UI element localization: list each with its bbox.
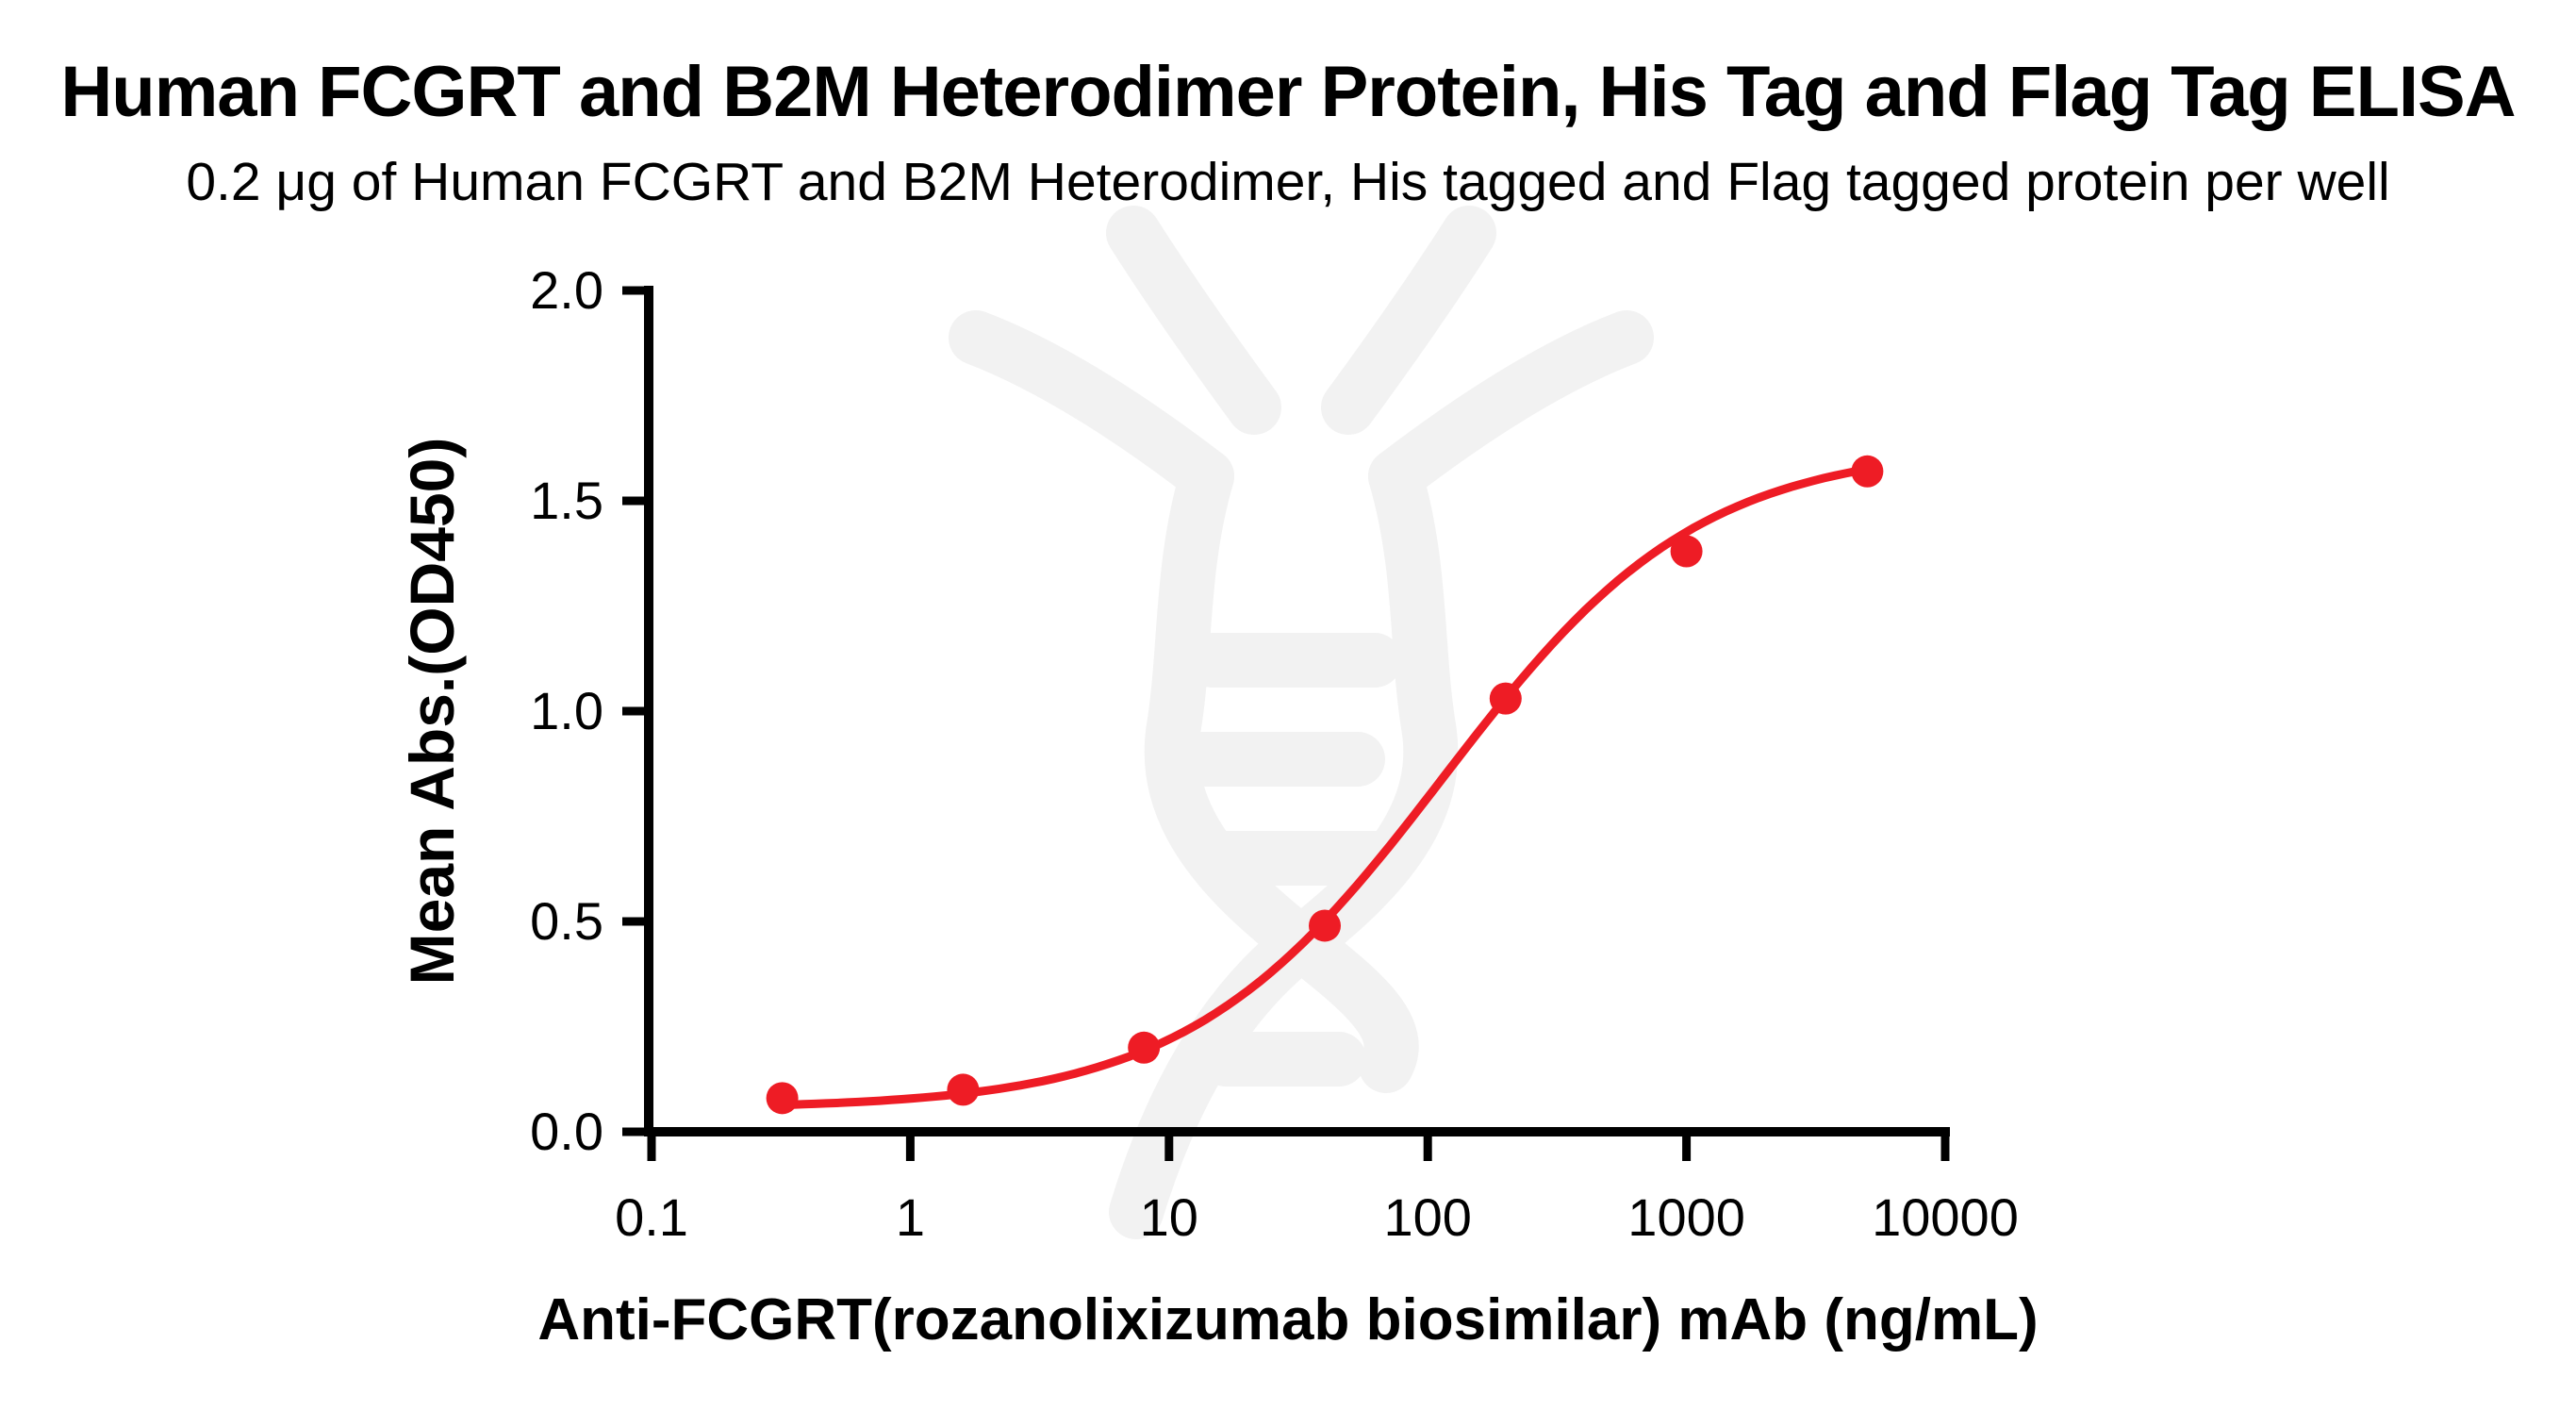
watermark-inner-left-arm-icon [1106, 206, 1281, 435]
y-tick-label: 1.0 [530, 681, 603, 740]
data-point [1670, 535, 1703, 568]
data-point [1128, 1031, 1161, 1064]
plot-area: 0.0 0.5 1.0 1.5 2.0 0.1 1 10 100 1000 10000 [530, 260, 2019, 1247]
x-tick-label: 100 [1383, 1187, 1471, 1247]
watermark-helix-strand-left-icon [1144, 449, 1419, 1093]
y-axis-title: Mean Abs.(OD450) [397, 437, 467, 986]
watermark-outer-right-arm-icon [1368, 310, 1654, 504]
chart-subtitle: 0.2 μg of Human FCGRT and B2M Heterodime… [186, 152, 2390, 212]
data-point [1309, 909, 1342, 942]
antibody-dna-watermark-icon [949, 206, 1654, 1239]
x-tick-label: 0.1 [615, 1187, 688, 1247]
y-tick-label: 1.5 [530, 471, 603, 530]
y-tick-label: 0.5 [530, 891, 603, 951]
x-tick-label: 1 [896, 1187, 925, 1247]
x-tick-label: 1000 [1627, 1187, 1745, 1247]
x-tick-label: 10000 [1872, 1187, 2019, 1247]
y-tick-label: 0.0 [530, 1102, 603, 1161]
chart-title: Human FCGRT and B2M Heterodimer Protein,… [60, 52, 2516, 132]
y-tick-label: 2.0 [530, 260, 603, 320]
watermark-outer-left-arm-icon [949, 310, 1234, 504]
data-point [766, 1082, 799, 1115]
data-point [1851, 455, 1884, 488]
data-point [1489, 682, 1522, 715]
watermark-inner-right-arm-icon [1321, 206, 1496, 435]
fit-curve [778, 465, 1872, 1109]
data-point [947, 1073, 980, 1106]
x-tick-label: 10 [1140, 1187, 1198, 1247]
x-axis-title: Anti-FCGRT(rozanolixizumab biosimilar) m… [537, 1287, 2039, 1352]
